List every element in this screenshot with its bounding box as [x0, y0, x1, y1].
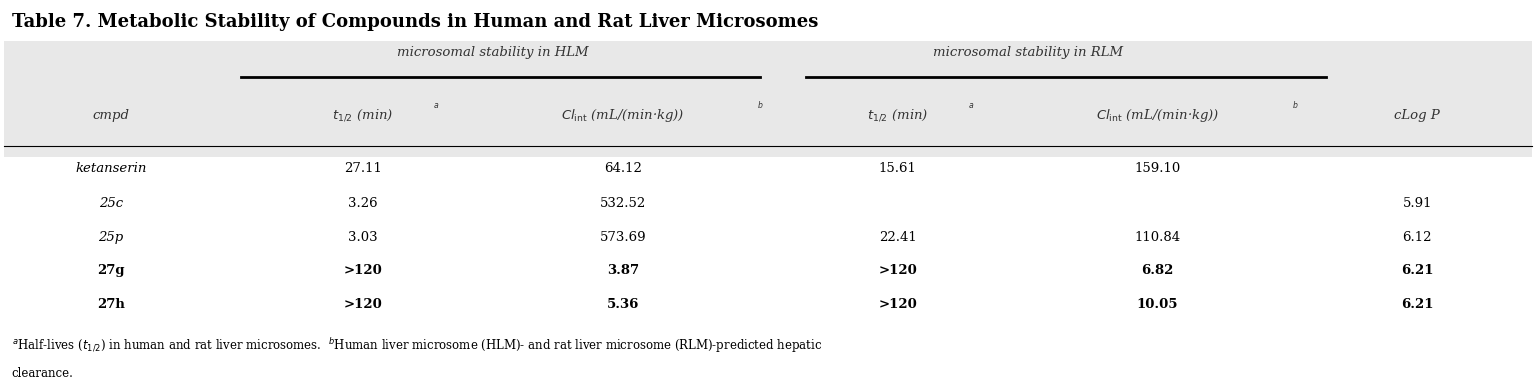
Text: >120: >120 — [879, 264, 917, 277]
Text: 110.84: 110.84 — [1135, 231, 1181, 244]
Text: $^a$: $^a$ — [433, 101, 439, 111]
Text: 3.87: 3.87 — [607, 264, 639, 277]
Text: 27g: 27g — [97, 264, 124, 277]
Text: clearance.: clearance. — [12, 367, 74, 380]
Text: 5.36: 5.36 — [607, 298, 639, 311]
Text: microsomal stability in RLM: microsomal stability in RLM — [932, 47, 1123, 60]
Text: 573.69: 573.69 — [599, 231, 647, 244]
Text: $t_{1/2}$ (min): $t_{1/2}$ (min) — [332, 108, 393, 123]
Text: cLog P: cLog P — [1395, 109, 1441, 122]
Text: 25p: 25p — [98, 231, 124, 244]
Text: 532.52: 532.52 — [599, 197, 647, 210]
Text: $^a$Half-lives ($t_{1/2}$) in human and rat liver microsomes.  $^b$Human liver m: $^a$Half-lives ($t_{1/2}$) in human and … — [12, 337, 822, 355]
Text: 64.12: 64.12 — [604, 162, 642, 175]
Text: $^b$: $^b$ — [1292, 101, 1298, 111]
Text: 3.26: 3.26 — [349, 197, 378, 210]
Text: 6.82: 6.82 — [1141, 264, 1174, 277]
Text: >120: >120 — [344, 298, 382, 311]
Text: 25c: 25c — [98, 197, 123, 210]
Text: 27.11: 27.11 — [344, 162, 382, 175]
Text: $Cl_{\mathrm{int}}$ (mL/(min·kg)): $Cl_{\mathrm{int}}$ (mL/(min·kg)) — [561, 107, 685, 124]
Text: $^a$: $^a$ — [968, 101, 974, 111]
Text: 15.61: 15.61 — [879, 162, 917, 175]
Text: 27h: 27h — [97, 298, 124, 311]
Text: microsomal stability in HLM: microsomal stability in HLM — [398, 47, 588, 60]
Text: 6.21: 6.21 — [1401, 264, 1433, 277]
Text: $Cl_{\mathrm{int}}$ (mL/(min·kg)): $Cl_{\mathrm{int}}$ (mL/(min·kg)) — [1095, 107, 1220, 124]
Text: 6.21: 6.21 — [1401, 298, 1433, 311]
FancyBboxPatch shape — [5, 41, 1531, 157]
Text: 5.91: 5.91 — [1402, 197, 1432, 210]
Text: $^b$: $^b$ — [757, 101, 763, 111]
Text: >120: >120 — [344, 264, 382, 277]
Text: 22.41: 22.41 — [879, 231, 917, 244]
Text: >120: >120 — [879, 298, 917, 311]
Text: Table 7. Metabolic Stability of Compounds in Human and Rat Liver Microsomes: Table 7. Metabolic Stability of Compound… — [12, 13, 819, 31]
Text: 6.12: 6.12 — [1402, 231, 1432, 244]
Text: 159.10: 159.10 — [1135, 162, 1181, 175]
Text: ketanserin: ketanserin — [75, 162, 147, 175]
Text: cmpd: cmpd — [92, 109, 129, 122]
Text: 3.03: 3.03 — [349, 231, 378, 244]
Text: 10.05: 10.05 — [1137, 298, 1178, 311]
Text: $t_{1/2}$ (min): $t_{1/2}$ (min) — [868, 108, 929, 123]
